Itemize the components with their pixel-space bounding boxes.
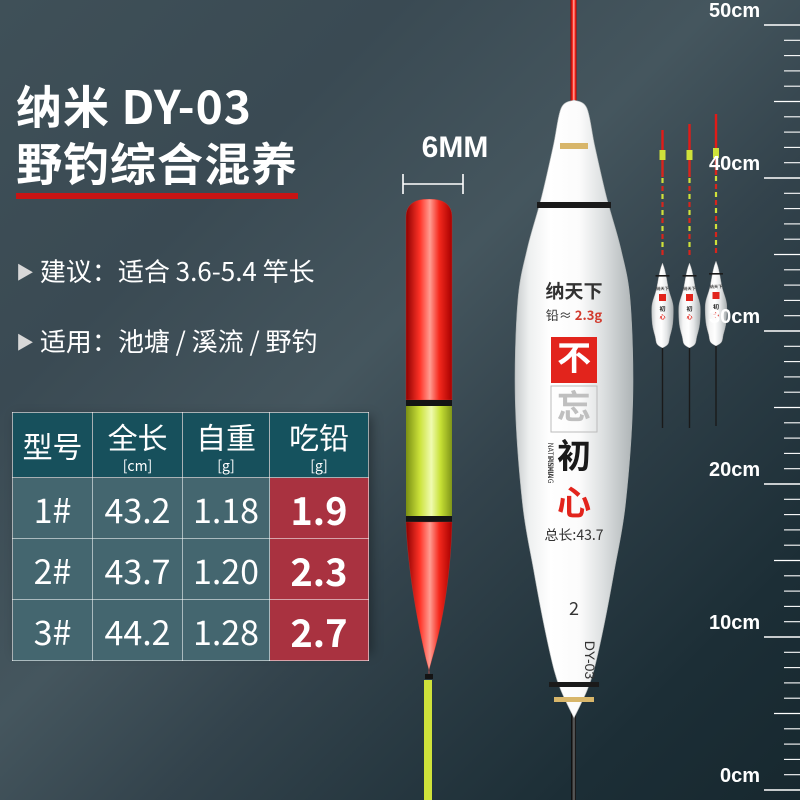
svg-text:不: 不 xyxy=(557,331,591,380)
svg-text:20cm: 20cm xyxy=(709,459,760,481)
svg-text:总长:43.7: 总长:43.7 xyxy=(544,525,603,545)
svg-text:FISHING: FISHING xyxy=(545,456,555,483)
svg-text:10cm: 10cm xyxy=(709,612,760,634)
svg-text:2: 2 xyxy=(569,595,579,621)
svg-text:30cm: 30cm xyxy=(709,306,760,328)
svg-text:心: 心 xyxy=(659,312,666,321)
svg-text:纳天下: 纳天下 xyxy=(683,285,696,292)
svg-text:心: 心 xyxy=(557,476,591,525)
svg-text:忘: 忘 xyxy=(557,380,591,429)
svg-text:40cm: 40cm xyxy=(709,153,760,175)
svg-text:0cm: 0cm xyxy=(720,765,760,787)
svg-text:DY-03: DY-03 xyxy=(582,641,598,680)
svg-text:心: 心 xyxy=(686,312,693,321)
svg-text:50cm: 50cm xyxy=(709,0,760,22)
svg-text:纳天下: 纳天下 xyxy=(545,277,602,304)
svg-text:铅≈ 2.3g: 铅≈ 2.3g xyxy=(546,305,602,324)
svg-text:纳天下: 纳天下 xyxy=(656,285,669,292)
svg-text:初: 初 xyxy=(557,429,591,478)
